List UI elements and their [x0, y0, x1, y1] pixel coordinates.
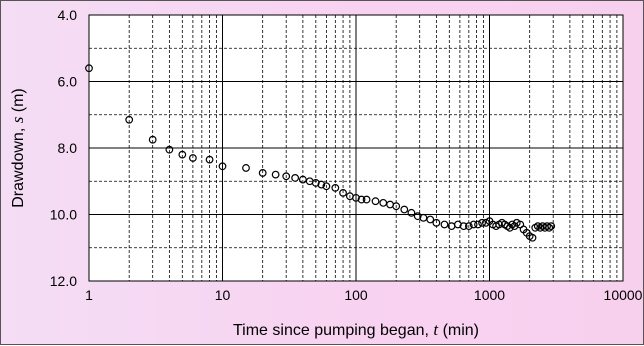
data-point [357, 195, 366, 204]
y-tick-label: 6.0 [58, 74, 78, 90]
x-tick-label: 10000 [604, 287, 643, 303]
data-point [400, 205, 409, 214]
data-point [371, 197, 380, 206]
x-axis-title-variable: t [433, 320, 439, 339]
plot-frame [88, 14, 624, 282]
data-point [331, 183, 340, 192]
data-point [339, 188, 347, 197]
y-tick-label: 4.0 [58, 7, 78, 23]
data-point [352, 193, 360, 202]
data-point [478, 218, 486, 227]
y-tick-labels: 4.0 6.0 8.0 10.0 12.0 [50, 7, 77, 289]
data-point [432, 218, 441, 227]
data-point [362, 195, 371, 204]
x-axis-title: Time since pumping began, t (min) [233, 320, 479, 339]
data-point [464, 222, 473, 231]
data-point [528, 233, 537, 242]
data-point [178, 150, 187, 159]
y-tick-label: 8.0 [58, 140, 78, 156]
y-axis-title-variable: s [8, 116, 27, 123]
y-axis-title-suffix: (m) [10, 88, 27, 116]
x-tick-label: 10 [215, 287, 231, 303]
data-point [419, 213, 428, 222]
y-axis-title-prefix: Drawdown, [10, 123, 27, 207]
data-point [205, 155, 214, 164]
x-tick-label: 100 [344, 287, 368, 303]
data-point [474, 220, 482, 229]
data-point [291, 174, 300, 182]
data-point [298, 175, 307, 184]
data-point [392, 202, 401, 211]
data-point [379, 198, 388, 207]
data-point [426, 215, 435, 224]
data-point [543, 222, 551, 231]
data-point [282, 172, 291, 181]
data-point [322, 182, 331, 191]
gridlines [89, 15, 623, 281]
data-point [125, 115, 134, 124]
data-point [545, 223, 554, 232]
data-point [482, 218, 490, 227]
x-axis-title-prefix: Time since pumping began, [233, 322, 433, 339]
x-tick-label: 1000 [474, 287, 505, 303]
data-point [508, 220, 517, 229]
data-point [188, 154, 197, 162]
y-axis-title: Drawdown, s (m) [8, 88, 27, 208]
data-point [148, 135, 157, 144]
data-point [407, 208, 416, 217]
data-point [317, 180, 326, 189]
data-point [242, 164, 250, 172]
data-point [311, 179, 320, 187]
x-axis-title-suffix: (min) [438, 322, 479, 339]
data-point [469, 220, 478, 229]
data-points [85, 64, 556, 242]
data-point [258, 169, 267, 177]
data-point [459, 222, 468, 231]
x-tick-labels: 1 10 100 1000 10000 [85, 287, 643, 303]
x-tick-label: 1 [85, 287, 93, 303]
data-point [440, 220, 449, 229]
data-point [165, 145, 174, 154]
data-point [547, 222, 556, 231]
y-tick-label: 10.0 [50, 207, 77, 223]
data-point [271, 170, 280, 179]
data-point [218, 162, 227, 171]
y-tick-label: 12.0 [50, 273, 77, 289]
